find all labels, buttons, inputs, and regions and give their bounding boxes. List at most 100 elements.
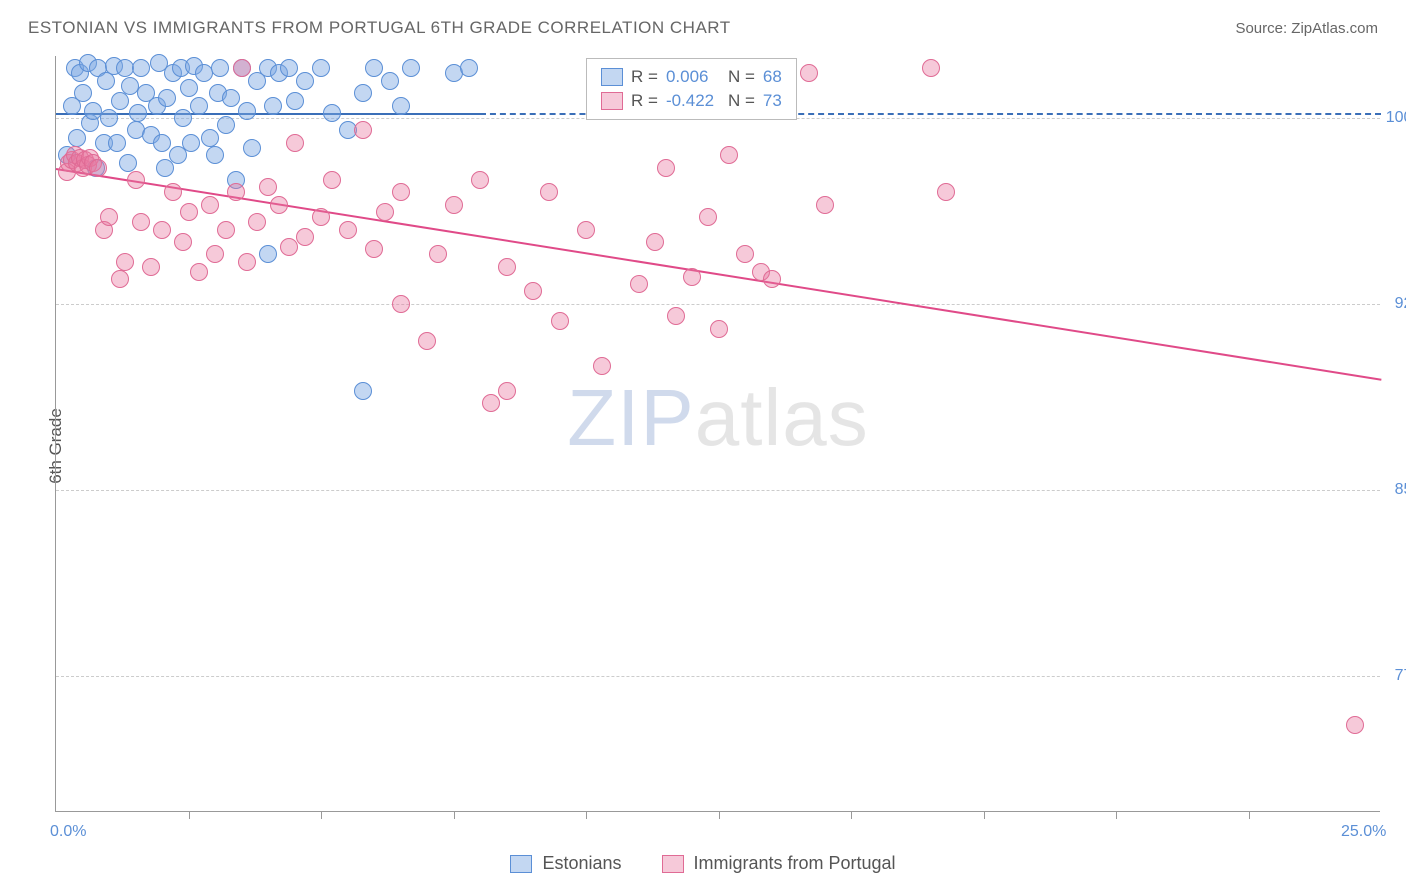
- data-point: [211, 59, 229, 77]
- x-tick-label: 25.0%: [1341, 823, 1386, 841]
- data-point: [418, 332, 436, 350]
- n-value: 68: [763, 67, 782, 87]
- data-point: [180, 203, 198, 221]
- data-point: [365, 59, 383, 77]
- data-point: [68, 129, 86, 147]
- stats-legend: R =0.006N =68R =-0.422N =73: [586, 58, 797, 120]
- data-point: [429, 245, 447, 263]
- data-point: [445, 196, 463, 214]
- data-point: [922, 59, 940, 77]
- data-point: [248, 213, 266, 231]
- x-tick: [586, 811, 587, 819]
- data-point: [222, 89, 240, 107]
- data-point: [710, 320, 728, 338]
- data-point: [238, 102, 256, 120]
- data-point: [206, 146, 224, 164]
- x-tick-label: 0.0%: [50, 823, 86, 841]
- data-point: [471, 171, 489, 189]
- data-point: [296, 228, 314, 246]
- data-point: [657, 159, 675, 177]
- data-point: [402, 59, 420, 77]
- data-point: [646, 233, 664, 251]
- n-value: 73: [763, 91, 782, 111]
- data-point: [296, 72, 314, 90]
- data-point: [74, 84, 92, 102]
- data-point: [111, 270, 129, 288]
- data-point: [800, 64, 818, 82]
- data-point: [174, 109, 192, 127]
- data-point: [264, 97, 282, 115]
- legend-swatch: [601, 92, 623, 110]
- data-point: [164, 183, 182, 201]
- data-point: [699, 208, 717, 226]
- data-point: [233, 59, 251, 77]
- data-point: [108, 134, 126, 152]
- data-point: [577, 221, 595, 239]
- stats-legend-row: R = -0.422 N = 73: [601, 89, 782, 113]
- x-tick: [719, 811, 720, 819]
- data-point: [158, 89, 176, 107]
- y-tick-label: 92.5%: [1385, 295, 1406, 313]
- scatter-chart: ZIPatlas 100.0%92.5%85.0%77.5%0.0%25.0%R…: [55, 56, 1380, 812]
- n-label: N =: [728, 67, 755, 87]
- data-point: [540, 183, 558, 201]
- data-point: [119, 154, 137, 172]
- legend-label: Estonians: [542, 853, 621, 874]
- r-label: R =: [631, 91, 658, 111]
- data-point: [259, 245, 277, 263]
- data-point: [127, 171, 145, 189]
- data-point: [816, 196, 834, 214]
- data-point: [630, 275, 648, 293]
- watermark-part1: ZIP: [567, 373, 694, 462]
- data-point: [376, 203, 394, 221]
- data-point: [280, 59, 298, 77]
- data-point: [190, 97, 208, 115]
- data-point: [153, 221, 171, 239]
- x-tick: [321, 811, 322, 819]
- data-point: [524, 282, 542, 300]
- data-point: [217, 116, 235, 134]
- data-point: [201, 129, 219, 147]
- data-point: [683, 268, 701, 286]
- data-point: [153, 134, 171, 152]
- data-point: [339, 221, 357, 239]
- data-point: [280, 238, 298, 256]
- chart-title: ESTONIAN VS IMMIGRANTS FROM PORTUGAL 6TH…: [28, 18, 731, 38]
- data-point: [381, 72, 399, 90]
- x-tick: [189, 811, 190, 819]
- x-tick: [851, 811, 852, 819]
- data-point: [132, 213, 150, 231]
- data-point: [551, 312, 569, 330]
- data-point: [392, 183, 410, 201]
- watermark: ZIPatlas: [567, 372, 868, 464]
- stats-legend-row: R =0.006N =68: [601, 65, 782, 89]
- data-point: [243, 139, 261, 157]
- y-tick-label: 100.0%: [1385, 109, 1406, 127]
- data-point: [238, 253, 256, 271]
- n-label: N =: [728, 91, 755, 111]
- data-point: [286, 92, 304, 110]
- data-point: [667, 307, 685, 325]
- data-point: [736, 245, 754, 263]
- data-point: [270, 196, 288, 214]
- x-tick: [1249, 811, 1250, 819]
- trend-line: [56, 168, 1381, 381]
- x-tick: [984, 811, 985, 819]
- data-point: [100, 109, 118, 127]
- data-point: [460, 59, 478, 77]
- gridline: [56, 304, 1380, 305]
- data-point: [323, 104, 341, 122]
- data-point: [227, 183, 245, 201]
- data-point: [498, 258, 516, 276]
- data-point: [323, 171, 341, 189]
- data-point: [312, 208, 330, 226]
- legend-swatch: [662, 855, 684, 873]
- legend-item: Estonians: [510, 853, 621, 874]
- data-point: [89, 159, 107, 177]
- data-point: [498, 382, 516, 400]
- data-point: [392, 97, 410, 115]
- legend-swatch: [510, 855, 532, 873]
- legend-item: Immigrants from Portugal: [662, 853, 896, 874]
- r-value: -0.422: [666, 91, 720, 111]
- data-point: [354, 84, 372, 102]
